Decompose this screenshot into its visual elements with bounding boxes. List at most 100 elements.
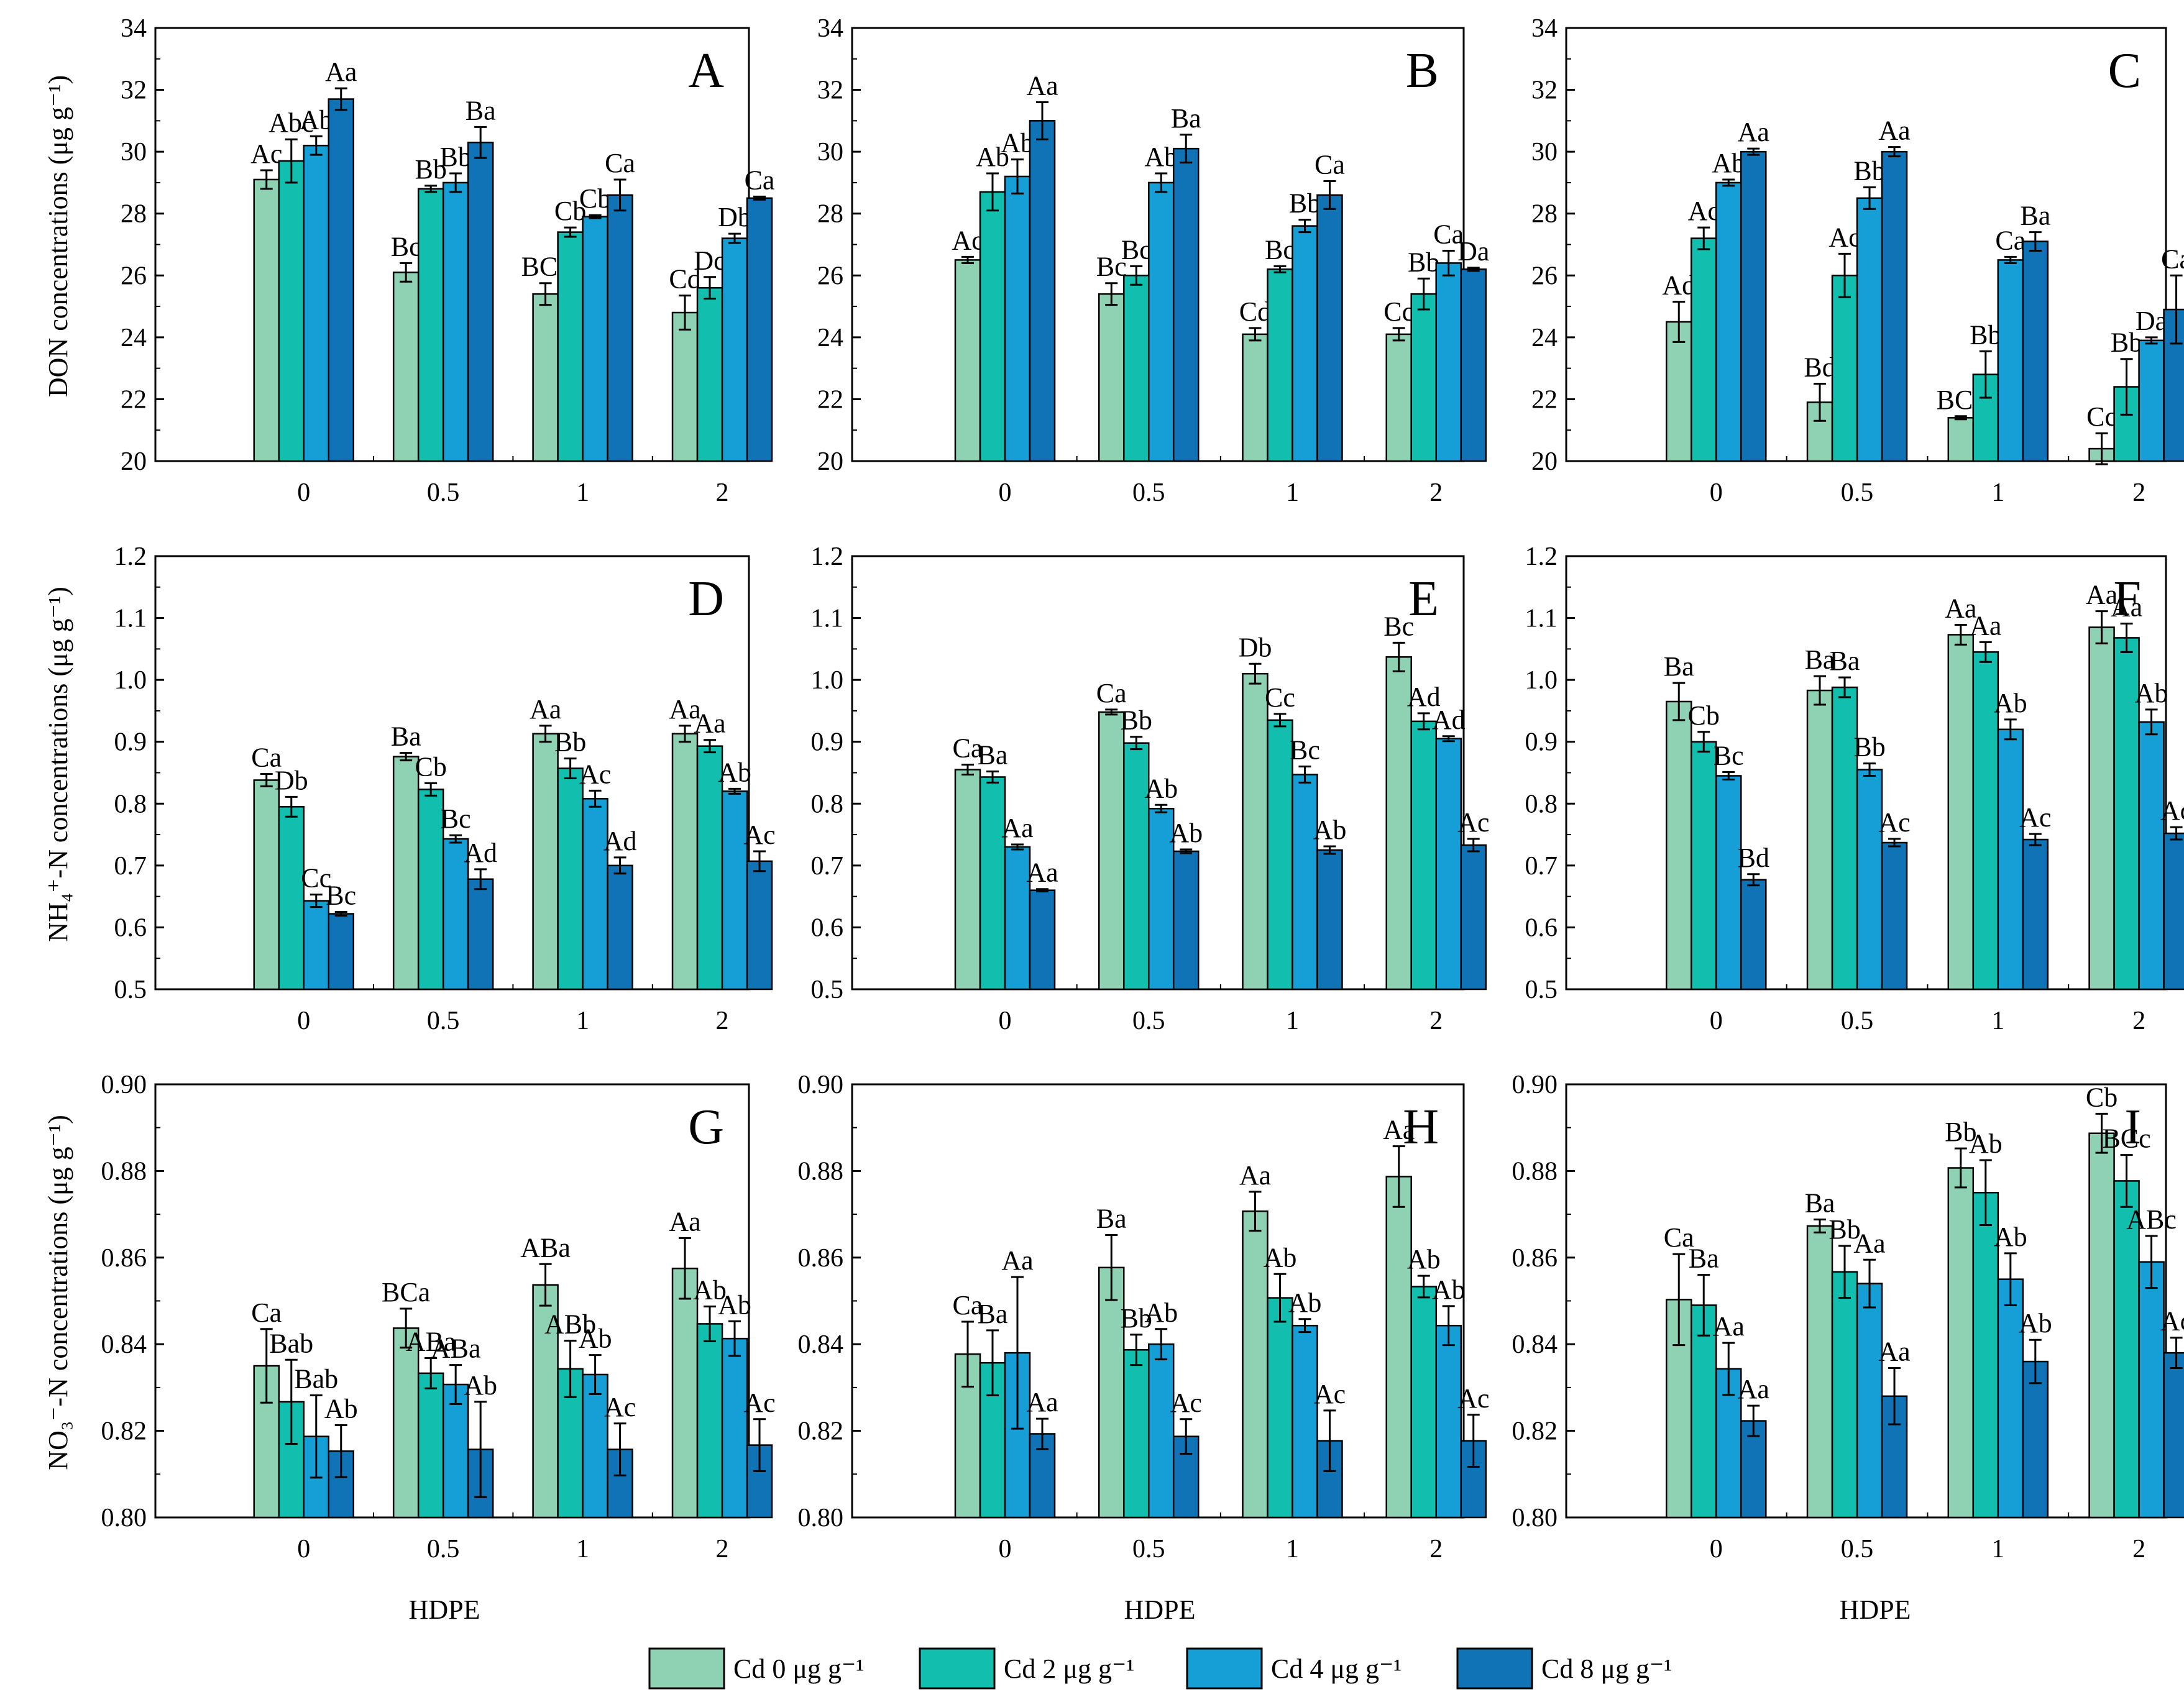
bar-label: Ac xyxy=(250,139,282,169)
bar xyxy=(442,181,469,462)
bar-label: Da xyxy=(2136,306,2167,336)
bar xyxy=(1242,672,1269,991)
bar xyxy=(607,194,633,462)
bar-label: Ab xyxy=(1994,688,2027,718)
bar xyxy=(1972,651,1999,991)
bar-label: Ca xyxy=(953,1290,983,1320)
panel-label: E xyxy=(1408,572,1439,626)
y-tick-label: 1.2 xyxy=(1525,542,1558,571)
y-tick-label: 34 xyxy=(121,14,147,43)
bar xyxy=(1972,373,1999,462)
x-tick-label: 0 xyxy=(999,1535,1012,1563)
bar xyxy=(1856,1283,1883,1519)
y-tick-label: 0.88 xyxy=(798,1157,844,1186)
y-tick-label: 20 xyxy=(1531,447,1558,476)
y-tick-label: 0.9 xyxy=(1525,728,1558,757)
bar xyxy=(2088,1132,2115,1519)
bar-label: Ac xyxy=(2019,802,2051,833)
y-tick-label: 0.7 xyxy=(811,852,844,881)
x-tick-label: 2 xyxy=(716,1007,729,1035)
bar xyxy=(557,767,584,991)
bar-label: Db xyxy=(275,765,308,795)
bar xyxy=(1242,333,1269,462)
y-tick-label: 34 xyxy=(817,14,843,43)
bar-label: Bc xyxy=(1096,252,1127,282)
bar xyxy=(1806,689,1833,991)
x-tick-label: 0.5 xyxy=(1841,1007,1874,1035)
x-tick-label: 0 xyxy=(297,1535,310,1563)
bar-label: Aa xyxy=(1001,813,1033,843)
y-tick-label: 26 xyxy=(1531,262,1558,290)
bar xyxy=(1316,849,1343,991)
bar-label: BCc xyxy=(2102,1123,2150,1154)
bar-label: Ab xyxy=(1994,1222,2027,1252)
bar xyxy=(1435,738,1462,991)
bar-label: Aa xyxy=(1383,1115,1415,1145)
legend-label-cd8: Cd 8 μg g⁻¹ xyxy=(1541,1654,1672,1684)
bar-label: Ab xyxy=(693,1275,727,1306)
bar-label: Aa xyxy=(1239,1160,1271,1191)
bar xyxy=(1691,741,1717,991)
bar-label: Bc xyxy=(441,803,471,834)
bar-label: Ac xyxy=(743,820,775,850)
bar-label: ABa xyxy=(406,1327,456,1357)
bar xyxy=(1147,181,1175,462)
bar xyxy=(442,1383,469,1519)
bar xyxy=(1029,120,1056,462)
bar xyxy=(1147,1343,1175,1519)
bar-label: ABc xyxy=(2126,1204,2177,1235)
bar xyxy=(2088,626,2115,991)
bar xyxy=(1292,1324,1318,1519)
bar-label: Ab xyxy=(464,1370,497,1401)
panel-label: C xyxy=(2108,43,2141,98)
bar xyxy=(1267,1297,1293,1519)
bar xyxy=(532,733,559,991)
bar-label: Ba xyxy=(1171,103,1201,134)
bar-label: Bb xyxy=(2111,327,2142,358)
bar-label: Ad xyxy=(603,826,637,856)
x-tick-label: 0 xyxy=(999,478,1012,507)
x-tick-label: 1 xyxy=(576,478,589,507)
bar xyxy=(1997,1278,2024,1519)
bar-label: Ab xyxy=(718,757,751,787)
panel-label: D xyxy=(688,572,724,626)
bar-label: Bb xyxy=(1408,247,1439,277)
x-tick-label: 1 xyxy=(1991,1007,2004,1035)
bar-label: Ca xyxy=(2161,244,2184,274)
legend-swatch-cd2 xyxy=(919,1647,996,1690)
y-tick-label: 0.80 xyxy=(101,1504,147,1532)
bar-label: Bc xyxy=(1121,234,1152,265)
x-tick-label: 0 xyxy=(1710,1007,1723,1035)
bar xyxy=(303,144,329,462)
bar-label: Ca xyxy=(745,165,775,195)
bar xyxy=(1947,1167,1975,1519)
bar-label: Aa xyxy=(669,694,700,725)
x-tick-label: 2 xyxy=(1429,478,1443,507)
bar xyxy=(392,1327,420,1519)
bar-label: Ca xyxy=(953,733,983,764)
bar xyxy=(1292,774,1318,991)
bar xyxy=(417,789,444,991)
bar xyxy=(582,216,608,462)
bar-label: Da xyxy=(1457,236,1489,267)
bar xyxy=(532,293,559,462)
bar-label: Ab xyxy=(1969,1128,2003,1159)
bar xyxy=(2163,1352,2184,1519)
bar xyxy=(1460,844,1487,991)
bar xyxy=(328,98,354,462)
y-tick-label: 0.88 xyxy=(101,1157,147,1186)
bar-label: Ab xyxy=(324,1394,358,1424)
bar xyxy=(1715,181,1742,462)
bar-label: Aa xyxy=(1026,858,1058,888)
bar xyxy=(1029,889,1056,991)
y-tick-label: 0.88 xyxy=(1512,1157,1558,1186)
panel-label: H xyxy=(1403,1100,1439,1155)
bar xyxy=(557,231,584,462)
bar xyxy=(1997,259,2024,462)
bar xyxy=(696,1323,723,1519)
bar xyxy=(1122,275,1150,462)
y-tick-label: 1.2 xyxy=(114,542,147,571)
bar-label: ABa xyxy=(520,1232,571,1263)
bar-label: Bc xyxy=(1714,741,1744,771)
bar xyxy=(1292,225,1318,462)
